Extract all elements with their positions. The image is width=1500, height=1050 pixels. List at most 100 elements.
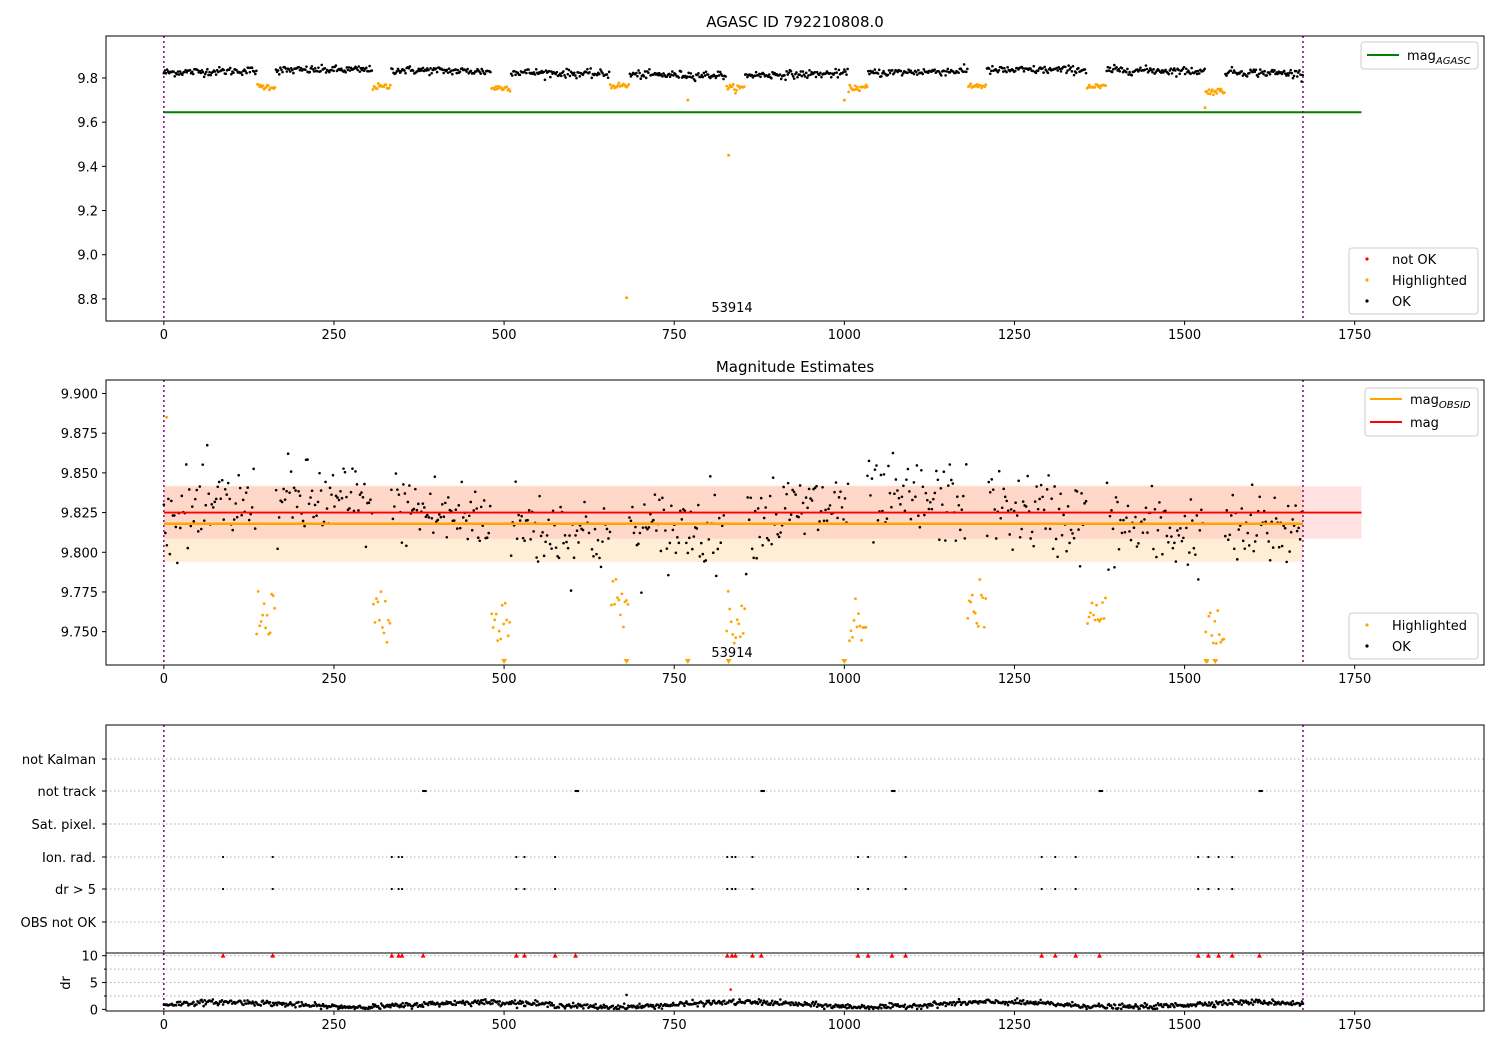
flag-point <box>523 855 526 859</box>
ok-point <box>798 484 802 487</box>
ok-point <box>1267 540 1270 543</box>
dr-point <box>1273 1003 1276 1006</box>
capped-not-ok-marker <box>396 953 402 958</box>
ok-point <box>926 498 929 502</box>
dr-point <box>696 1005 699 1008</box>
dr-point <box>1270 1002 1273 1005</box>
ok-point <box>872 541 875 544</box>
ok-point <box>415 508 419 512</box>
ok-point <box>1257 72 1261 76</box>
ok-point <box>1021 67 1025 70</box>
ok-point <box>435 70 439 74</box>
ok-point <box>1191 519 1194 522</box>
ok-point <box>1006 65 1009 69</box>
dr-point <box>660 1007 664 1010</box>
ok-point <box>1072 536 1076 540</box>
ok-point <box>828 71 832 75</box>
dr-point <box>935 1002 938 1006</box>
ok-point <box>288 491 291 494</box>
dr-point <box>195 1003 198 1006</box>
ok-point <box>346 68 350 72</box>
ok-point <box>1264 520 1267 524</box>
ok-point <box>1289 68 1293 72</box>
ok-point <box>593 527 597 531</box>
highlighted-point <box>741 631 745 635</box>
dr-point <box>1206 1004 1210 1007</box>
ok-point <box>1032 64 1036 68</box>
dr-point <box>410 1007 414 1010</box>
ok-point <box>1268 558 1272 562</box>
ok-point <box>637 542 640 546</box>
ok-point <box>785 70 788 73</box>
ok-point <box>686 75 689 79</box>
highlighted-point <box>258 624 262 628</box>
ok-point <box>829 75 833 79</box>
dr-point <box>409 1004 413 1008</box>
ok-point <box>1231 71 1235 74</box>
dr-point <box>336 1005 339 1008</box>
ok-point <box>629 519 633 523</box>
panel4-x-tick-label: 500 <box>492 1018 517 1033</box>
ok-point <box>1143 68 1147 72</box>
ok-point <box>845 73 848 76</box>
ok-point <box>1229 514 1233 517</box>
ok-point <box>276 69 280 72</box>
highlighted-point <box>611 579 615 583</box>
highlighted-outlier-point <box>686 98 690 102</box>
ok-point <box>800 74 804 78</box>
dr-point <box>1291 999 1295 1003</box>
highlighted-point <box>735 618 739 622</box>
highlighted-point <box>1219 640 1223 644</box>
ok-point <box>424 515 428 519</box>
ok-point <box>481 69 485 73</box>
highlighted-point <box>984 83 988 87</box>
ok-point <box>1035 485 1038 488</box>
ok-point <box>938 538 941 542</box>
highlighted-point <box>265 613 269 617</box>
ok-point <box>240 513 243 517</box>
ok-point <box>652 518 655 522</box>
ok-point <box>1083 502 1086 505</box>
ok-point <box>762 72 766 76</box>
ok-point <box>917 68 920 72</box>
dr-point <box>370 1006 374 1010</box>
ok-point <box>632 531 636 535</box>
ok-point <box>203 72 207 76</box>
dr-point <box>918 1003 922 1007</box>
ok-point <box>340 496 344 500</box>
dr-point <box>884 1003 887 1007</box>
highlighted-point <box>1087 615 1091 619</box>
ok-point <box>549 75 552 79</box>
ok-point <box>722 514 726 517</box>
ok-point <box>1274 517 1278 520</box>
dr-point <box>1128 1003 1131 1007</box>
highlighted-point <box>373 621 377 624</box>
ok-point <box>565 67 568 71</box>
ok-point <box>1108 514 1112 518</box>
dr-point <box>950 1003 954 1007</box>
highlighted-point <box>976 624 980 628</box>
ok-point <box>515 537 519 541</box>
dr-point <box>635 1006 638 1010</box>
dr-point <box>732 998 735 1001</box>
dr-point <box>453 999 457 1003</box>
ok-point <box>887 464 890 468</box>
ok-point <box>252 70 256 73</box>
dr-point <box>658 1004 662 1008</box>
highlighted-point <box>1102 617 1106 620</box>
ok-point <box>1078 564 1082 568</box>
highlighted-outlier-point <box>727 153 731 157</box>
dr-point <box>765 1000 769 1003</box>
capped-not-ok-marker <box>729 953 735 958</box>
ok-point <box>880 75 883 78</box>
flag-point <box>762 789 766 793</box>
ok-point <box>1240 70 1244 73</box>
panel1-x-tick-label: 500 <box>492 328 517 343</box>
ok-point <box>924 491 928 495</box>
ok-point <box>1167 540 1170 544</box>
highlighted-point <box>738 635 742 639</box>
flag-point <box>1054 855 1057 859</box>
ok-point <box>303 524 306 528</box>
dr-point <box>297 1000 300 1004</box>
ok-point <box>840 506 844 509</box>
